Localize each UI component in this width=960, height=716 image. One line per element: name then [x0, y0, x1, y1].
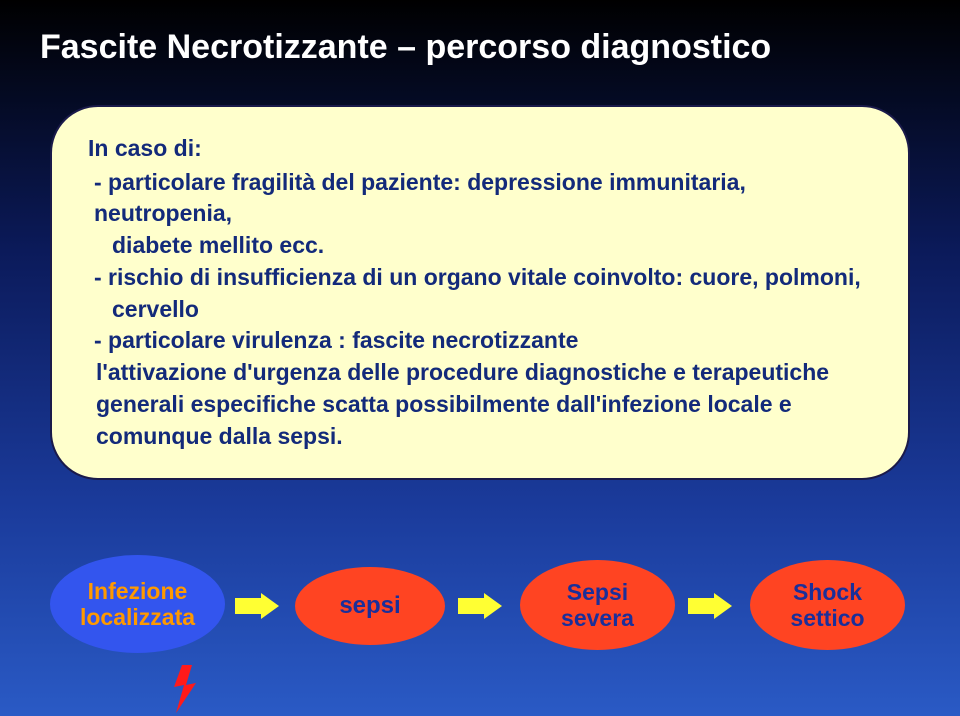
- flow-arrow-icon: [458, 593, 506, 619]
- callout-bullet2-l1: - rischio di insufficienza di un organo …: [88, 262, 872, 294]
- callout-box: In caso di: - particolare fragilità del …: [50, 105, 910, 480]
- flow-node-sepsi-severa: Sepsisevera: [520, 560, 675, 650]
- flow-arrow-icon: [688, 593, 736, 619]
- lightning-icon: [172, 665, 200, 713]
- flow-node-shock: Shocksettico: [750, 560, 905, 650]
- flow-node-infezione: Infezionelocalizzata: [50, 555, 225, 653]
- callout-activation-l2: generali especifiche scatta possibilment…: [88, 389, 872, 421]
- flow-node-label: severa: [561, 605, 634, 631]
- page-title: Fascite Necrotizzante – percorso diagnos…: [0, 0, 960, 67]
- callout-lead: In caso di:: [88, 133, 872, 165]
- flow-node-label: localizzata: [80, 604, 195, 630]
- flow-node-label: Sepsi: [561, 579, 634, 605]
- flow-arrow-icon: [235, 593, 283, 619]
- callout-bullet1-l1: - particolare fragilità del paziente: de…: [88, 167, 872, 230]
- callout-activation-l3: comunque dalla sepsi.: [88, 421, 872, 453]
- callout-bullet2-l2: cervello: [88, 294, 872, 326]
- callout-bullet3: - particolare virulenza : fascite necrot…: [88, 325, 872, 357]
- flow-node-label: sepsi: [339, 592, 400, 620]
- callout-activation-l1: l'attivazione d'urgenza delle procedure …: [88, 357, 872, 389]
- callout-bullet1-l2: diabete mellito ecc.: [88, 230, 872, 262]
- flow-node-label: Infezione: [80, 578, 195, 604]
- flow-diagram: Infezionelocalizzata sepsi Sepsisevera Shoc…: [50, 545, 920, 695]
- flow-node-label: settico: [790, 605, 864, 631]
- flow-node-sepsi: sepsi: [295, 567, 445, 645]
- flow-node-label: Shock: [790, 579, 864, 605]
